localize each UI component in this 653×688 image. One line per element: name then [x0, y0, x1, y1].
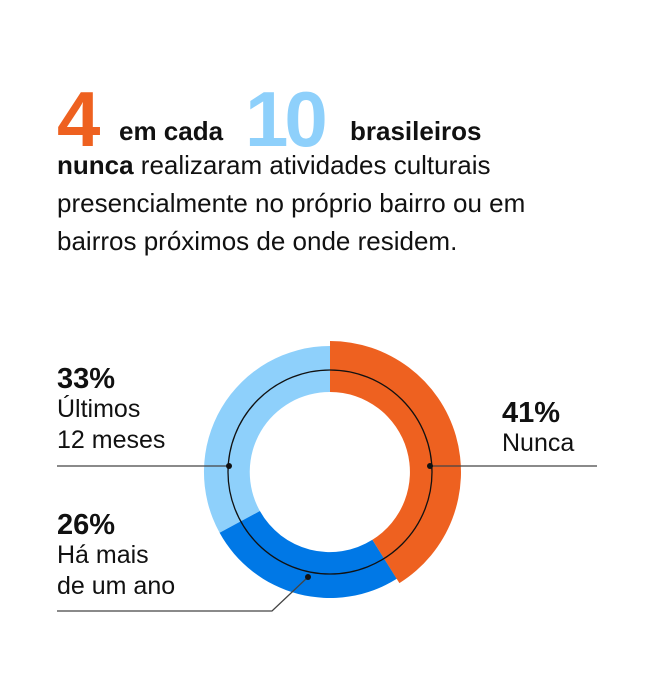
callout-dot-ultimos	[226, 463, 232, 469]
label-line: Últimos	[57, 395, 141, 423]
segment-ultimos-12-meses	[203, 346, 330, 533]
headline-body: nunca realizaram atividades culturais pr…	[57, 146, 597, 260]
label-pct: 41%	[502, 397, 561, 429]
headline-rest: realizaram atividades culturais presenci…	[57, 150, 526, 256]
label-line: 12 meses	[57, 426, 166, 454]
segment-mais-de-um-ano	[219, 511, 397, 598]
label-line: Há mais	[57, 541, 149, 569]
label-line: Nunca	[502, 429, 575, 457]
headline-emphasis: nunca	[57, 150, 134, 180]
callout-line-mais-ano	[57, 576, 309, 612]
headline-number-4: 4	[57, 75, 100, 163]
headline-subject: brasileiros	[350, 116, 482, 146]
callout-dot-mais-ano	[305, 574, 311, 580]
segment-nunca	[330, 341, 461, 584]
callout-dot-nunca	[427, 463, 433, 469]
label-line: de um ano	[57, 572, 176, 600]
headline-connector: em cada	[119, 116, 224, 146]
label-nunca: 41% Nunca	[502, 398, 574, 459]
label-ultimos-12-meses: 33% Últimos 12 meses	[57, 364, 165, 456]
label-pct: 33%	[57, 363, 116, 395]
label-pct: 26%	[57, 509, 116, 541]
headline-number-10: 10	[245, 75, 328, 163]
guide-circle	[227, 369, 433, 575]
label-mais-de-um-ano: 26% Há mais de um ano	[57, 510, 175, 602]
